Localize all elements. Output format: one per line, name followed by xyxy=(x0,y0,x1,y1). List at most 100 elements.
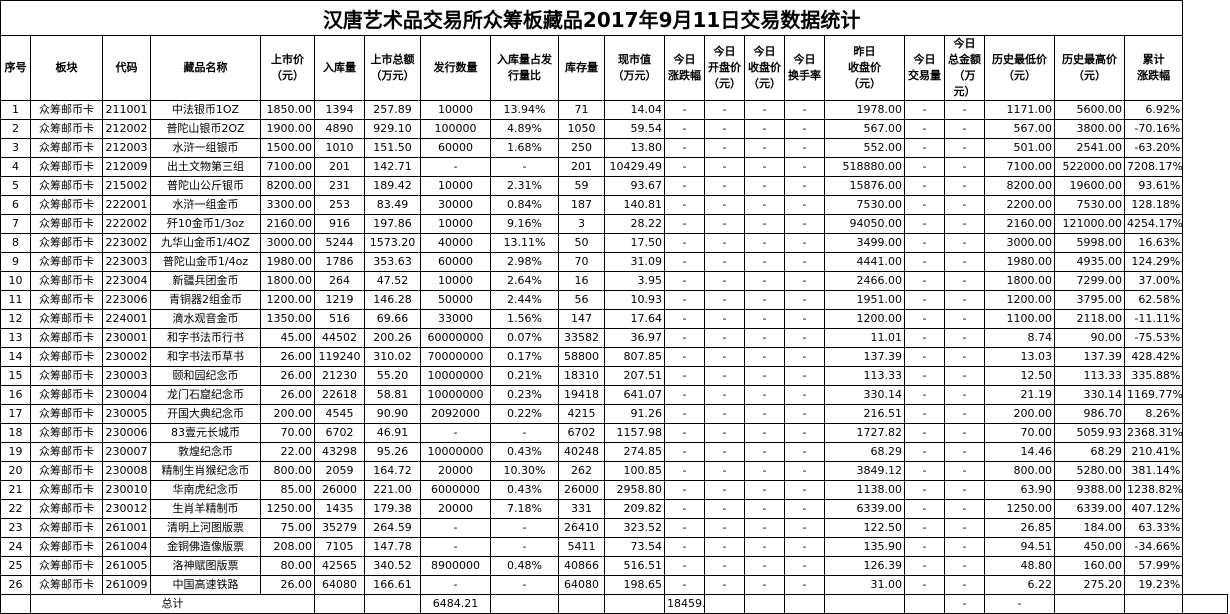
col-today-close-cell: - xyxy=(744,157,785,177)
col-hist-low-header: 历史最低价 （元） xyxy=(984,35,1055,101)
col-hist-low-cell: 7100.00 xyxy=(984,157,1055,177)
col-index-cell: 17 xyxy=(0,404,31,424)
col-today-amount-cell: - xyxy=(944,366,985,386)
table-row: 20 众筹邮币卡 230008 精制生肖猴纪念币 800.00 2059 164.72 200… xyxy=(0,461,1228,481)
table-row: 15 众筹邮币卡 230003 颐和园纪念币 26.00 21230 55.20 100000… xyxy=(0,366,1228,386)
col-turnover-cell: - xyxy=(784,252,825,272)
col-hist-high-cell: 3795.00 xyxy=(1054,290,1125,310)
col-stock-in-cell: 22618 xyxy=(314,385,365,405)
col-prev-close-cell: 330.14 xyxy=(824,385,905,405)
col-cumulative-change-cell: 16.63% xyxy=(1123,233,1184,253)
col-cumulative-change-cell: 93.61% xyxy=(1123,176,1184,196)
col-hist-low-cell: 48.80 xyxy=(984,556,1055,576)
col-market-value-cell: 14.04 xyxy=(604,100,665,120)
col-item-name-cell: 清明上河图版票 xyxy=(150,518,261,538)
col-cumulative-change-cell: 128.18% xyxy=(1123,195,1184,215)
col-stock-in-cell: 516 xyxy=(314,309,365,329)
col-hist-low-cell: 2160.00 xyxy=(984,214,1055,234)
col-item-name-cell: 金铜佛造像版票 xyxy=(150,537,261,557)
col-listing-price-cell: 208.00 xyxy=(260,537,315,557)
col-cumulative-change-cell: 2368.31% xyxy=(1123,423,1184,443)
col-cumulative-change-cell: 19.23% xyxy=(1123,575,1184,595)
col-hist-high-cell: 5600.00 xyxy=(1054,100,1125,120)
col-code-cell: 212003 xyxy=(102,138,151,158)
col-inventory-cell: 64080 xyxy=(558,575,605,595)
col-stock-in-cell: 916 xyxy=(314,214,365,234)
col-inventory-cell: 58800 xyxy=(558,347,605,367)
col-today-open-cell: - xyxy=(704,252,745,272)
col-hist-high-cell: 4935.00 xyxy=(1054,252,1125,272)
col-today-volume-cell: - xyxy=(904,309,945,329)
col-today-close-cell: - xyxy=(744,290,785,310)
col-sector-cell: 众筹邮币卡 xyxy=(30,499,103,519)
col-hist-low-cell: 800.00 xyxy=(984,461,1055,481)
col-today-open-cell: - xyxy=(704,347,745,367)
col-index-cell: 18 xyxy=(0,423,31,443)
total-volume: - xyxy=(944,594,985,614)
col-stock-ratio-cell: 1.56% xyxy=(490,309,559,329)
col-today-open-cell: - xyxy=(704,195,745,215)
col-inventory-cell: 250 xyxy=(558,138,605,158)
col-issue-qty-cell: 40000 xyxy=(420,233,491,253)
col-today-open-header: 今日 开盘价 （元） xyxy=(704,35,745,101)
col-index-cell: 22 xyxy=(0,499,31,519)
col-stock-ratio-cell: 7.18% xyxy=(490,499,559,519)
col-prev-close-cell: 126.39 xyxy=(824,556,905,576)
col-listing-total-cell: 151.50 xyxy=(364,138,421,158)
col-today-change-cell: - xyxy=(664,461,705,481)
col-turnover-cell: - xyxy=(784,556,825,576)
col-today-volume-header: 今日 交易量 xyxy=(904,35,945,101)
col-index-cell: 14 xyxy=(0,347,31,367)
col-code-cell: 222002 xyxy=(102,214,151,234)
col-listing-price-cell: 26.00 xyxy=(260,366,315,386)
col-code-cell: 261004 xyxy=(102,537,151,557)
col-hist-high-cell: 5059.93 xyxy=(1054,423,1125,443)
col-today-close-cell: - xyxy=(744,195,785,215)
col-today-open-cell: - xyxy=(704,499,745,519)
col-today-amount-cell: - xyxy=(944,290,985,310)
col-turnover-cell: - xyxy=(784,119,825,139)
total-row: 总计 6484.21 18459.83 -- xyxy=(0,594,1228,614)
col-today-amount-cell: - xyxy=(944,385,985,405)
col-market-value-cell: 274.85 xyxy=(604,442,665,462)
col-listing-total-cell: 221.00 xyxy=(364,480,421,500)
col-code-cell: 222001 xyxy=(102,195,151,215)
col-listing-total-cell: 340.52 xyxy=(364,556,421,576)
col-market-value-cell: 140.81 xyxy=(604,195,665,215)
col-sector-cell: 众筹邮币卡 xyxy=(30,233,103,253)
col-hist-low-cell: 1980.00 xyxy=(984,252,1055,272)
table-row: 6 众筹邮币卡 222001 水浒一组金币 3300.00 253 83.49 30000 0.… xyxy=(0,195,1228,215)
col-stock-in-cell: 2059 xyxy=(314,461,365,481)
col-market-value-cell: 10.93 xyxy=(604,290,665,310)
col-today-close-cell: - xyxy=(744,366,785,386)
col-prev-close-cell: 567.00 xyxy=(824,119,905,139)
col-sector-cell: 众筹邮币卡 xyxy=(30,385,103,405)
col-prev-close-cell: 2466.00 xyxy=(824,271,905,291)
col-sector-cell: 众筹邮币卡 xyxy=(30,271,103,291)
table-row: 21 众筹邮币卡 230010 华南虎纪念币 85.00 26000 221.00 60000… xyxy=(0,480,1228,500)
col-turnover-header: 今日 换手率 xyxy=(784,35,825,101)
col-today-amount-header: 今日 总金额 （万元） xyxy=(944,35,985,101)
col-market-value-cell: 209.82 xyxy=(604,499,665,519)
col-sector-cell: 众筹邮币卡 xyxy=(30,347,103,367)
col-hist-high-header: 历史最高价 （元） xyxy=(1054,35,1125,101)
col-today-change-cell: - xyxy=(664,404,705,424)
col-listing-price-cell: 200.00 xyxy=(260,404,315,424)
col-stock-ratio-cell: 9.16% xyxy=(490,214,559,234)
col-listing-total-cell: 95.26 xyxy=(364,442,421,462)
col-stock-ratio-cell: - xyxy=(490,518,559,538)
col-today-change-cell: - xyxy=(664,518,705,538)
col-index-cell: 1 xyxy=(0,100,31,120)
col-prev-close-cell: 1978.00 xyxy=(824,100,905,120)
col-turnover-cell: - xyxy=(784,537,825,557)
col-issue-qty-cell: 6000000 xyxy=(420,480,491,500)
col-stock-ratio-cell: 10.30% xyxy=(490,461,559,481)
col-cumulative-change-cell: 8.26% xyxy=(1123,404,1184,424)
col-prev-close-header: 昨日 收盘价 （元） xyxy=(824,35,905,101)
col-hist-high-cell: 3800.00 xyxy=(1054,119,1125,139)
col-hist-high-cell: 19600.00 xyxy=(1054,176,1125,196)
col-today-open-cell: - xyxy=(704,233,745,253)
col-issue-qty-cell: 30000 xyxy=(420,195,491,215)
col-today-close-cell: - xyxy=(744,252,785,272)
col-today-amount-cell: - xyxy=(944,176,985,196)
